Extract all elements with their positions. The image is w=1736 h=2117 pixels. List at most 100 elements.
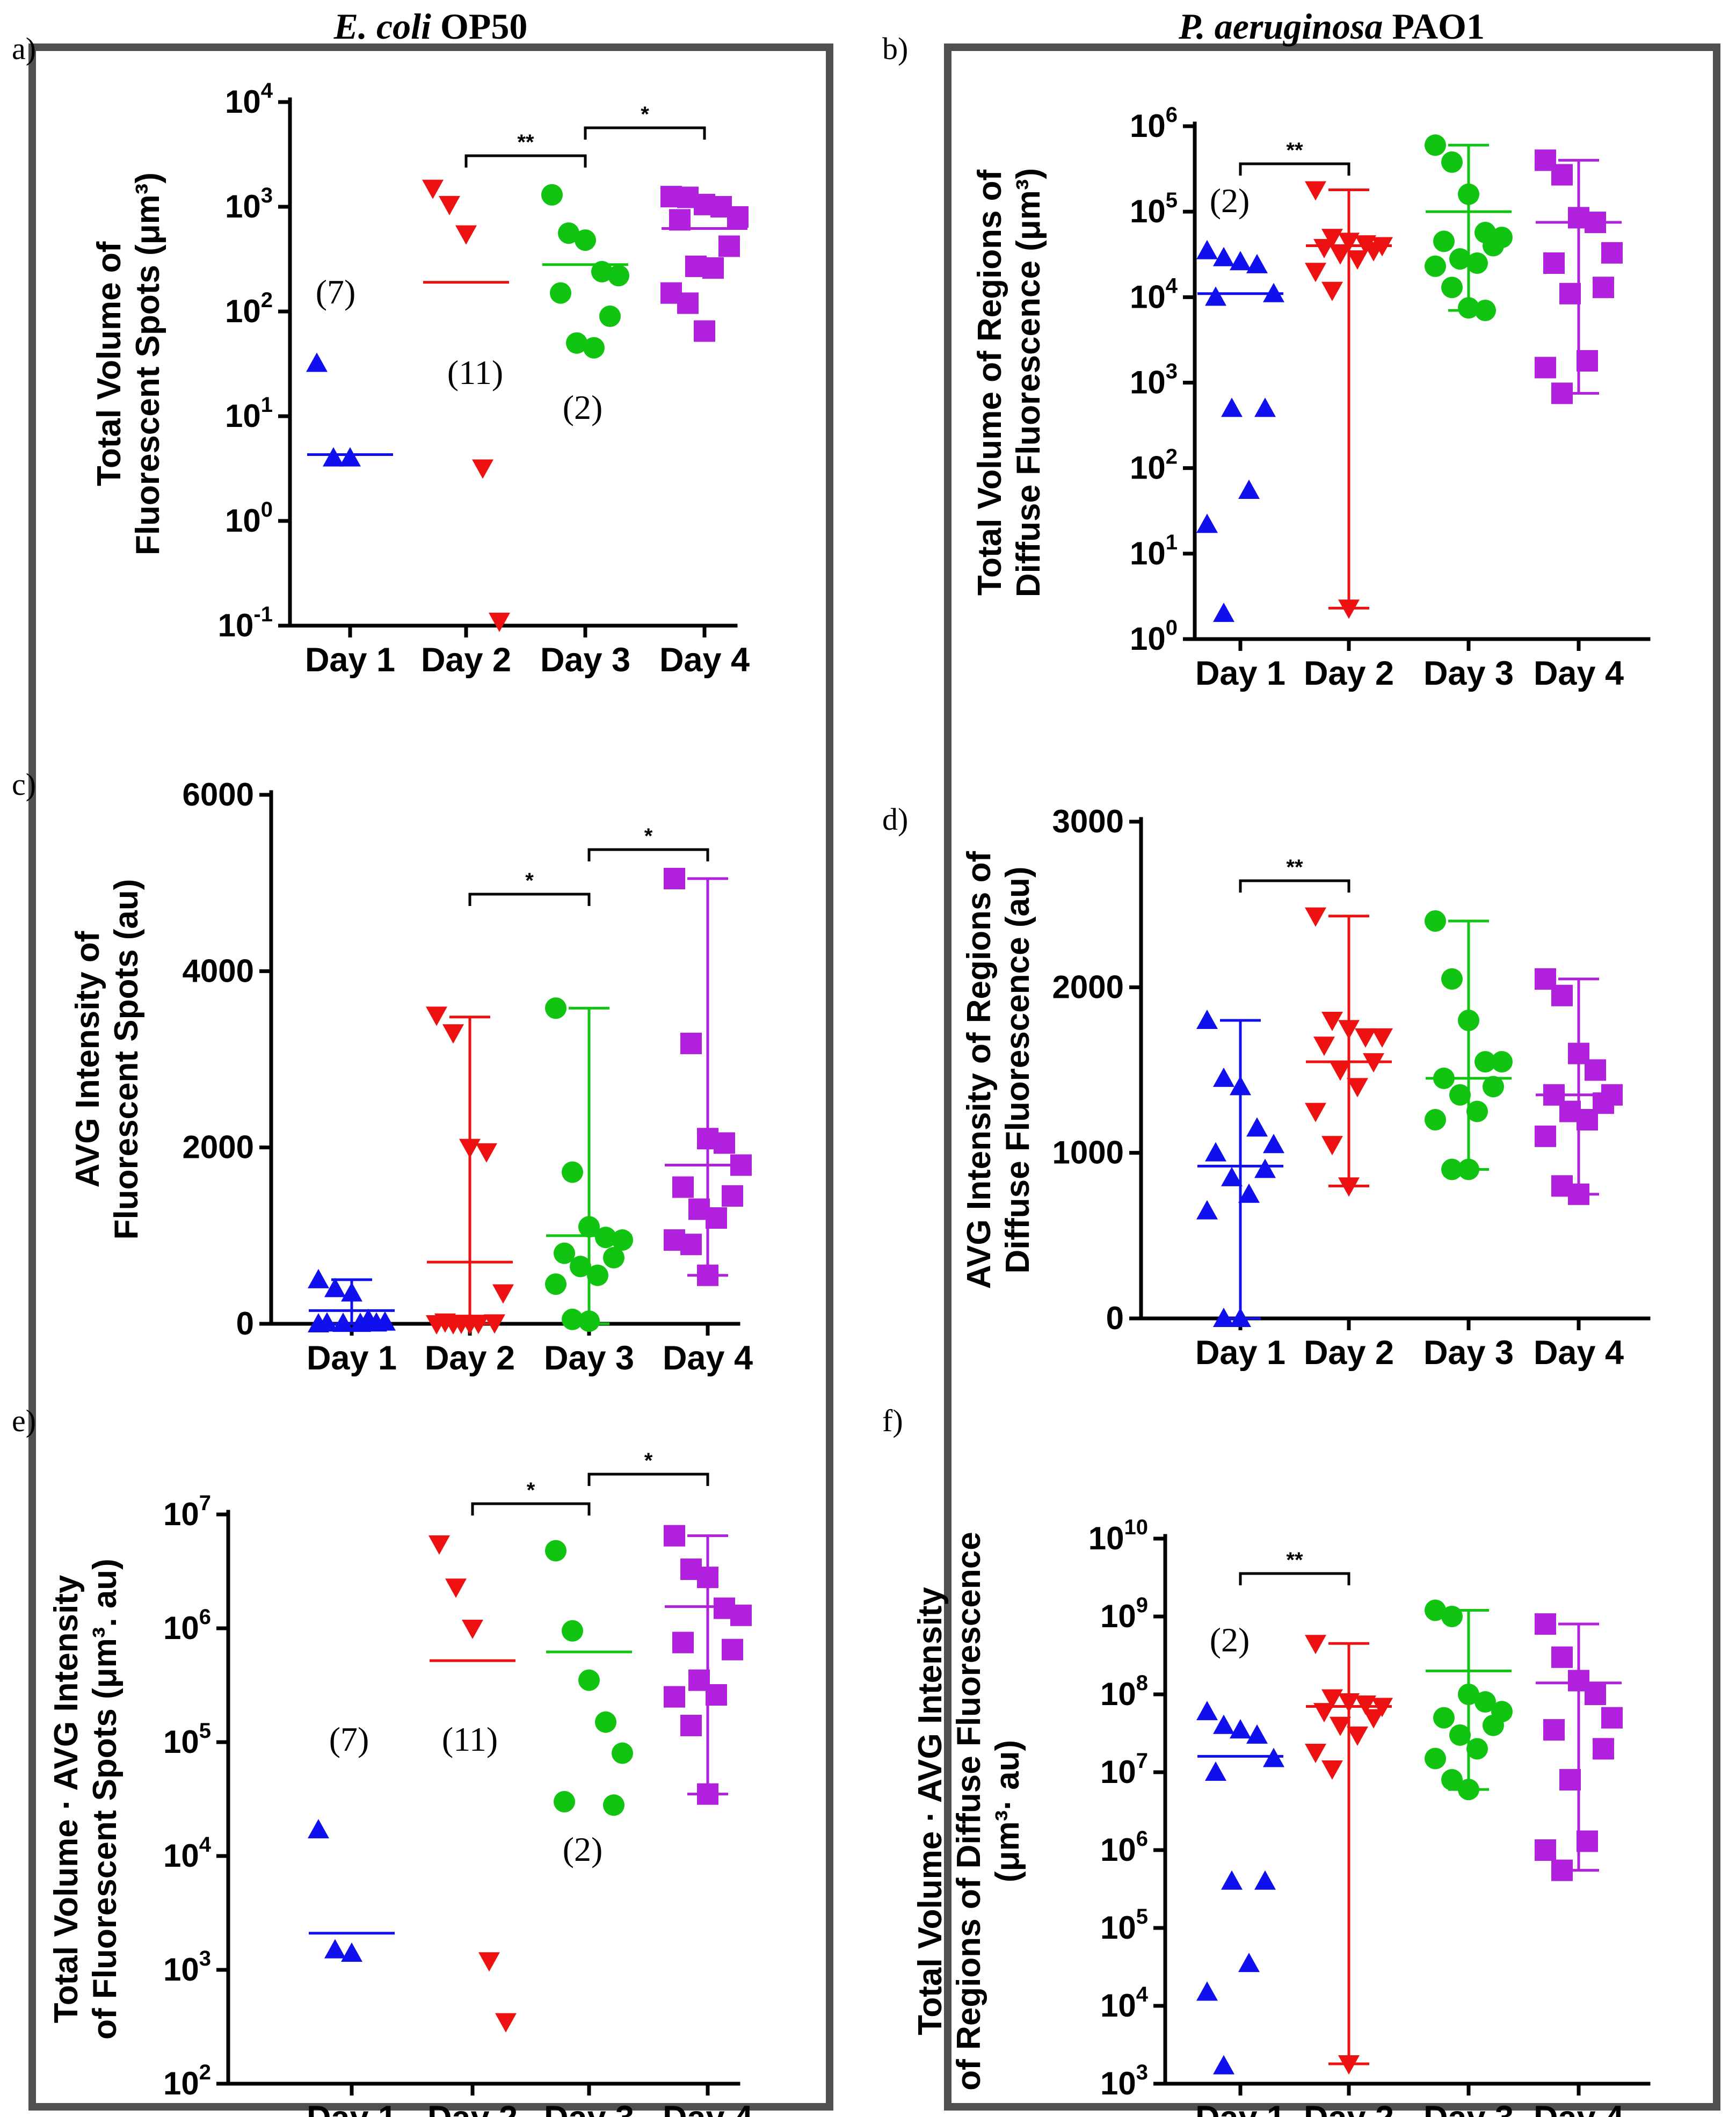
y-tick-label-e: 103 (163, 1947, 211, 1988)
y-tick-label-f: 104 (1100, 1983, 1149, 2024)
data-point-circle (545, 1273, 566, 1295)
right-column-frame (944, 44, 1720, 2111)
y-axis-title-a: Total Volume of (91, 241, 128, 486)
significance-label: ** (1286, 856, 1303, 879)
y-tick-label-a: 10-1 (218, 603, 273, 643)
tick-base: 10 (1130, 621, 1166, 657)
y-tick-label-c: 0 (236, 1306, 254, 1342)
y-axis-title-b: Total Volume of Regions of (971, 169, 1008, 596)
significance-label: ** (1286, 1548, 1303, 1572)
data-point-circle (1425, 910, 1446, 932)
data-point-circle (1441, 277, 1463, 299)
data-point-triangle-up (1205, 286, 1226, 306)
tick-base: 10 (225, 503, 261, 539)
significance-bracket (584, 126, 706, 140)
data-point-triangle-down (428, 1535, 450, 1555)
y-axis-title-f: Total Volume · AVG Intensity (912, 1587, 949, 2035)
data-point-triangle-up (1196, 1200, 1218, 1220)
tick-base: 10 (1100, 1832, 1136, 1868)
panel-d: d) 0 1000 2000 3000 Day 1 Day 2 Day 3 Day 4 AVG I… (882, 802, 1651, 1372)
data-point-square (1551, 1859, 1573, 1881)
series-b-day1 (1196, 240, 1284, 622)
data-point-square (664, 867, 685, 889)
data-point-triangle-up (1196, 1701, 1218, 1721)
data-point-square (664, 1525, 685, 1547)
y-tick-label-f: 105 (1100, 1905, 1148, 1946)
header-paeruginosa-strain: PAO1 (1383, 6, 1485, 47)
data-point-square (727, 206, 749, 228)
data-point-triangle-down (489, 612, 510, 632)
data-point-circle (1483, 1076, 1504, 1098)
x-tick-label-c: Day 2 (425, 1339, 515, 1377)
data-point-square (730, 1604, 752, 1626)
data-point-square (664, 1686, 685, 1708)
data-point-triangle-down (1330, 1061, 1351, 1081)
data-point-square (1585, 1059, 1606, 1081)
y-axis-title-a: Fluorescent Spots (μm³) (129, 172, 166, 555)
data-point-square (722, 1185, 743, 1207)
significance-label: * (641, 103, 649, 126)
tick-exponent: 9 (1136, 1593, 1148, 1617)
data-point-triangle-down (1363, 1053, 1384, 1073)
data-point-square (714, 1132, 735, 1154)
data-point-circle (603, 1246, 624, 1268)
data-point-square (1601, 1707, 1623, 1729)
data-point-square (672, 1176, 694, 1198)
y-tick-label-f: 106 (1100, 1827, 1148, 1868)
series-e-day2 (428, 1535, 517, 2033)
data-point-circle (1441, 1158, 1463, 1180)
y-tick-label-e: 107 (163, 1491, 211, 1532)
data-point-circle (578, 1310, 600, 1332)
y-tick-label-a: 102 (225, 288, 273, 329)
data-point-circle (599, 305, 621, 327)
data-point-triangle-up (1246, 1724, 1268, 1744)
data-point-triangle-down (1338, 1177, 1360, 1197)
significance-bracket (587, 1473, 709, 1486)
tick-exponent: 5 (1136, 1905, 1148, 1929)
data-point-triangle-down (484, 1314, 505, 1334)
data-point-square (1535, 1839, 1556, 1861)
tick-exponent: 6 (199, 1605, 211, 1629)
tick-base: 10 (1130, 535, 1166, 571)
series-b-day4 (1535, 149, 1623, 404)
significance-label: * (644, 824, 653, 848)
zero-count-label: (2) (1210, 182, 1250, 220)
data-point-circle (1458, 1010, 1479, 1031)
data-point-circle (1474, 1691, 1496, 1713)
tick-exponent: 4 (1136, 1983, 1149, 2006)
tick-exponent: 4 (199, 1833, 212, 1857)
tick-exponent: 3 (1136, 2061, 1148, 2084)
data-point-circle (1449, 1724, 1471, 1746)
data-point-circle (1441, 151, 1463, 173)
y-tick-label-b: 103 (1130, 360, 1178, 401)
y-axis-title-d: AVG Intensity of Regions of (961, 851, 998, 1289)
data-point-circle (1449, 248, 1471, 270)
significance-label: ** (1286, 139, 1303, 162)
tick-exponent: 5 (1166, 189, 1178, 212)
data-point-circle (558, 222, 579, 244)
significance-bracket (1239, 162, 1350, 176)
data-point-triangle-down (1338, 1020, 1360, 1040)
data-point-triangle-up (341, 1942, 362, 1962)
data-point-circle (603, 1794, 624, 1816)
data-point-square (1585, 1684, 1606, 1705)
tick-exponent: 0 (1166, 616, 1178, 640)
data-point-triangle-up (308, 1268, 329, 1288)
data-point-circle (1458, 1158, 1479, 1180)
data-point-triangle-up (1205, 1761, 1226, 1781)
data-point-triangle-down (1371, 1028, 1393, 1048)
data-point-circle (1483, 235, 1504, 257)
data-point-square (730, 1154, 752, 1176)
data-point-square (1593, 1738, 1614, 1760)
zero-count-label: (2) (563, 1830, 603, 1868)
header-paeruginosa: P. aeruginosa PAO1 (1178, 6, 1485, 47)
data-point-square (669, 209, 691, 231)
y-tick-label-f: 1010 (1088, 1516, 1148, 1556)
tick-base: 10 (163, 1610, 199, 1646)
data-point-circle (562, 1161, 583, 1183)
data-point-triangle-up (1263, 1748, 1284, 1767)
data-point-square (1559, 282, 1581, 305)
data-point-triangle-down (478, 1952, 500, 1972)
data-point-triangle-up (308, 1819, 329, 1839)
